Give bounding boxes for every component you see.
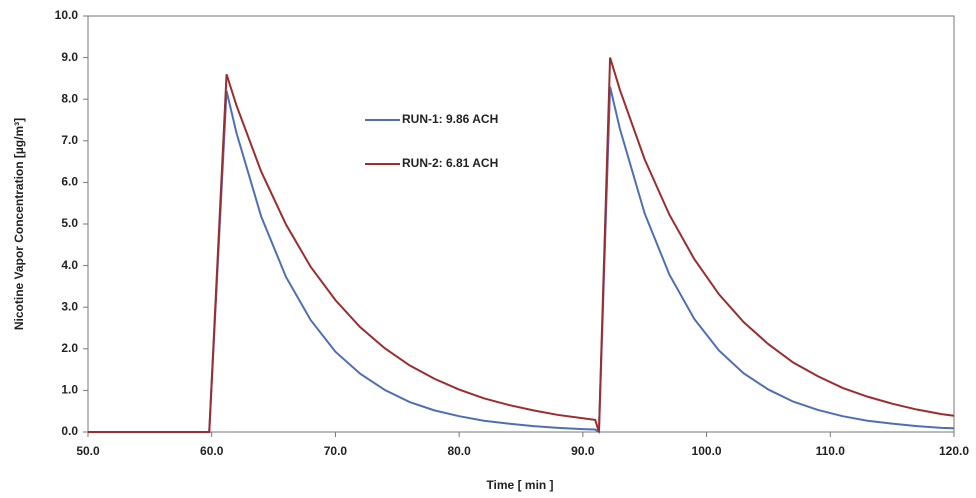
x-tick-label: 120.0 bbox=[939, 444, 969, 458]
legend-label: RUN-1: 9.86 ACH bbox=[402, 112, 498, 126]
y-tick-label: 10.0 bbox=[55, 8, 79, 22]
y-tick-label: 2.0 bbox=[61, 341, 78, 355]
y-axis-label: Nicotine Vapor Concentration [µg/m³] bbox=[12, 118, 26, 330]
y-tick-label: 5.0 bbox=[61, 216, 78, 230]
x-tick-label: 60.0 bbox=[200, 444, 224, 458]
x-tick-label: 90.0 bbox=[571, 444, 595, 458]
x-tick-label: 110.0 bbox=[816, 444, 846, 458]
y-tick-label: 4.0 bbox=[61, 258, 78, 272]
series-line bbox=[88, 86, 955, 434]
x-axis-label: Time [ min ] bbox=[486, 478, 553, 492]
x-tick-label: 80.0 bbox=[447, 444, 471, 458]
x-tick-label: 70.0 bbox=[324, 444, 348, 458]
plot-frame bbox=[87, 15, 955, 433]
y-tick-label: 0.0 bbox=[61, 424, 78, 438]
x-tick-label: 100.0 bbox=[692, 444, 722, 458]
y-tick-label: 8.0 bbox=[61, 91, 78, 105]
y-tick-label: 6.0 bbox=[61, 175, 78, 189]
y-tick-label: 7.0 bbox=[61, 133, 78, 147]
y-tick-label: 9.0 bbox=[61, 50, 78, 64]
legend-label: RUN-2: 6.81 ACH bbox=[402, 156, 498, 170]
x-tick-label: 50.0 bbox=[76, 444, 100, 458]
series-line bbox=[88, 57, 955, 433]
y-tick-label: 3.0 bbox=[61, 299, 78, 313]
y-tick-label: 1.0 bbox=[61, 383, 78, 397]
